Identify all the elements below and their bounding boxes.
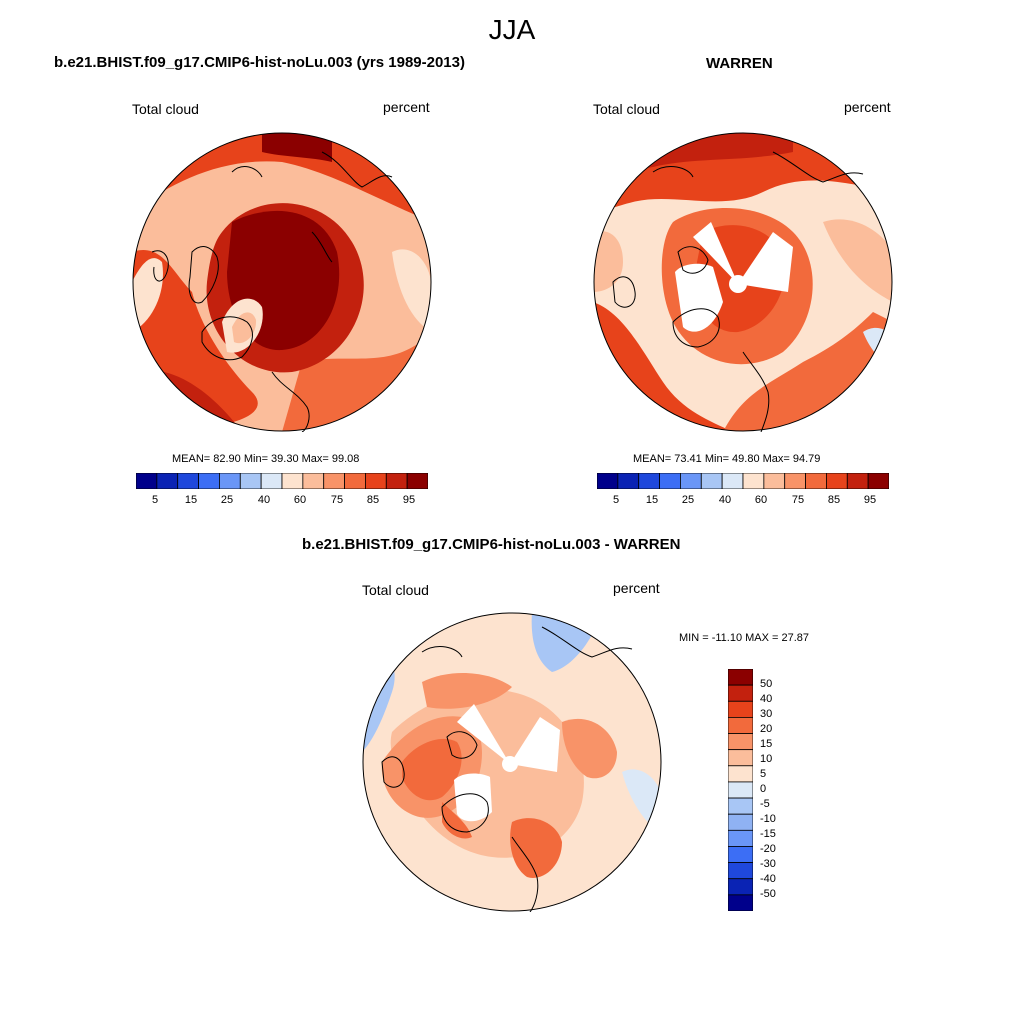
cb3-tick: 30 [760, 708, 773, 720]
cb1-tick: 25 [220, 494, 234, 506]
diff-polar-map [362, 612, 662, 912]
diff-heading: b.e21.BHIST.f09_g17.CMIP6-hist-noLu.003 … [302, 536, 681, 553]
colorbar-swatch [727, 894, 754, 912]
colorbar-swatch [219, 472, 241, 490]
colorbar-swatch [727, 813, 754, 831]
obs-polar-map [593, 132, 893, 432]
cb1-tick: 85 [366, 494, 380, 506]
colorbar-swatch [302, 472, 325, 490]
panel-obs-units: percent [844, 99, 891, 115]
cb1-tick: 75 [330, 494, 344, 506]
colorbar-swatch [805, 472, 827, 490]
colorbar-swatch [727, 829, 754, 847]
colorbar-swatch [198, 472, 220, 490]
colorbar-swatch [156, 472, 179, 490]
diff-colorbar-ticks: 50 40 30 20 15 10 5 0 -5 -10 -15 -20 -30… [760, 669, 800, 911]
cb2-tick: 60 [754, 494, 768, 506]
colorbar-swatch [727, 765, 754, 783]
colorbar-swatch [727, 797, 754, 815]
colorbar-swatch [680, 472, 702, 490]
colorbar-swatch [727, 684, 754, 702]
colorbar-swatch [365, 472, 387, 490]
cb3-tick: 40 [760, 693, 773, 705]
cb1-tick: 15 [184, 494, 198, 506]
panel-model-units: percent [383, 99, 430, 115]
cb3-tick: 50 [760, 678, 773, 690]
cb3-tick: 10 [760, 753, 773, 765]
colorbar-swatch [826, 472, 848, 490]
cb1-tick: 40 [257, 494, 271, 506]
cb1-tick: 60 [293, 494, 307, 506]
colorbar-swatch [867, 472, 890, 490]
model-polar-map [132, 132, 432, 432]
cb3-tick: -40 [760, 873, 776, 885]
main-title: JJA [488, 14, 536, 45]
colorbar-swatch [700, 472, 723, 490]
colorbar-swatch [721, 472, 744, 490]
cb3-tick: 15 [760, 738, 773, 750]
colorbar-swatch [846, 472, 869, 490]
colorbar-swatch [727, 846, 754, 863]
colorbar-swatch [323, 472, 345, 490]
colorbar-swatch [344, 472, 366, 490]
colorbar-swatch [727, 878, 754, 896]
colorbar-swatch [727, 781, 754, 799]
cb3-tick: 5 [760, 768, 767, 780]
colorbar-swatch [763, 472, 786, 490]
panel-obs-colorbar [596, 472, 890, 490]
panel-model-variable: Total cloud [132, 101, 199, 117]
colorbar-swatch [784, 472, 806, 490]
cb2-tick: 95 [863, 494, 877, 506]
cb3-tick: -15 [760, 828, 776, 840]
diff-units: percent [613, 580, 660, 596]
colorbar-swatch [727, 668, 754, 686]
colorbar-swatch [260, 472, 283, 490]
colorbar-swatch [135, 472, 158, 490]
cb3-tick: -5 [760, 798, 770, 810]
cb2-tick: 85 [827, 494, 841, 506]
panel-obs-heading: WARREN [706, 55, 773, 72]
cb2-tick: 75 [791, 494, 805, 506]
cb3-tick: 0 [760, 783, 767, 795]
colorbar-swatch [281, 472, 304, 490]
cb2-tick: 25 [681, 494, 695, 506]
colorbar-swatch [385, 472, 408, 490]
colorbar-swatch [742, 472, 765, 490]
colorbar-swatch [617, 472, 640, 490]
diff-minmax: MIN = -11.10 MAX = 27.87 [679, 632, 810, 644]
colorbar-swatch [239, 472, 262, 490]
colorbar-swatch [727, 862, 754, 880]
cb1-tick: 95 [402, 494, 416, 506]
cb3-tick: 20 [760, 723, 773, 735]
panel-model-colorbar [135, 472, 429, 490]
cb2-tick: 5 [612, 494, 620, 506]
cb3-tick: -10 [760, 813, 776, 825]
panel-model-stats: MEAN= 82.90 Min= 39.30 Max= 99.08 [172, 453, 360, 465]
colorbar-swatch [727, 700, 754, 718]
colorbar-swatch [727, 733, 754, 751]
cb2-tick: 40 [718, 494, 732, 506]
diff-variable: Total cloud [362, 582, 429, 598]
cb3-tick: -50 [760, 888, 776, 900]
colorbar-swatch [638, 472, 660, 490]
cb1-tick: 5 [151, 494, 159, 506]
panel-obs-variable: Total cloud [593, 101, 660, 117]
colorbar-swatch [596, 472, 619, 490]
cb3-tick: -20 [760, 843, 776, 855]
colorbar-swatch [406, 472, 429, 490]
panel-obs-colorbar-ticks: 5 15 25 40 60 75 85 95 [597, 494, 889, 508]
colorbar-swatch [659, 472, 681, 490]
panel-model-colorbar-ticks: 5 15 25 40 60 75 85 95 [136, 494, 428, 508]
panel-obs-stats: MEAN= 73.41 Min= 49.80 Max= 94.79 [633, 453, 821, 465]
colorbar-swatch [177, 472, 199, 490]
panel-model-heading: b.e21.BHIST.f09_g17.CMIP6-hist-noLu.003 … [54, 54, 465, 71]
cb3-tick: -30 [760, 858, 776, 870]
diff-colorbar [727, 668, 754, 912]
cb2-tick: 15 [645, 494, 659, 506]
colorbar-swatch [727, 717, 754, 734]
colorbar-swatch [727, 749, 754, 767]
